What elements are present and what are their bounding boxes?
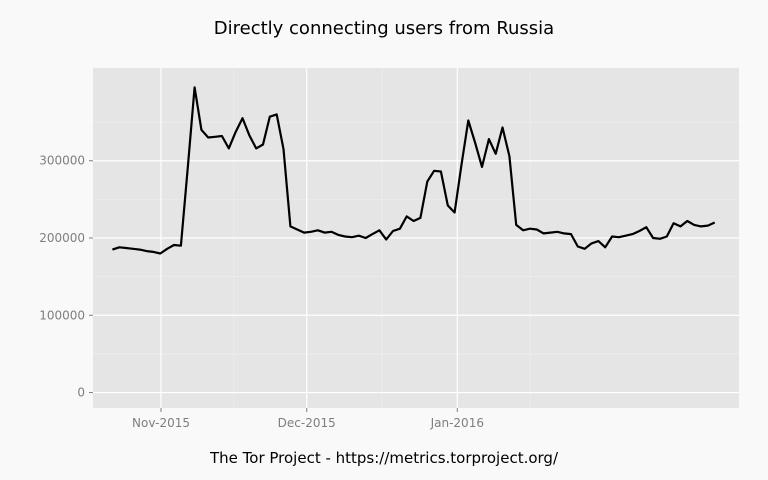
- y-tick-label: 200000: [39, 231, 85, 245]
- x-axis: Nov-2015 Dec-2015 Jan-2016: [132, 408, 484, 430]
- y-tick-label: 0: [77, 386, 85, 400]
- series-line: [112, 86, 716, 255]
- y-tick-label: 300000: [39, 154, 85, 168]
- x-tick-label: Jan-2016: [430, 416, 484, 430]
- y-axis: 0 100000 200000 300000: [39, 154, 93, 400]
- y-tick-label: 100000: [39, 308, 85, 322]
- major-grid: [93, 68, 739, 408]
- x-tick-label: Dec-2015: [278, 416, 336, 430]
- chart-caption: The Tor Project - https://metrics.torpro…: [209, 449, 559, 467]
- chart-title: Directly connecting users from Russia: [213, 18, 555, 39]
- x-tick-label: Nov-2015: [132, 416, 190, 430]
